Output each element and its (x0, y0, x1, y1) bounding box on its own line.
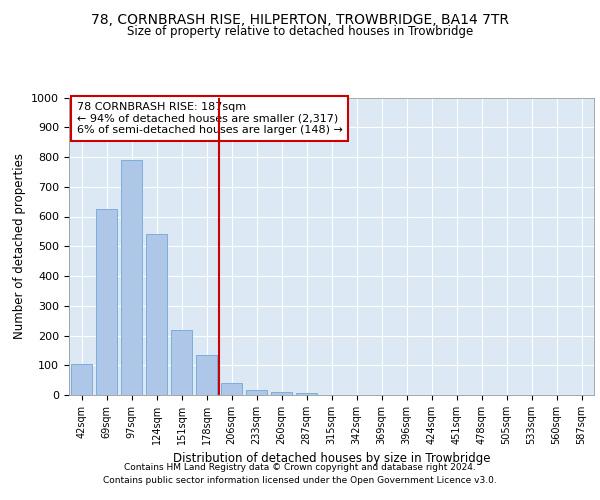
Bar (121, 160, 142, 395)
X-axis label: Distribution of detached houses by size in Trowbridge: Distribution of detached houses by size … (173, 452, 490, 466)
Text: 78 CORNBRASH RISE: 187sqm
← 94% of detached houses are smaller (2,317)
6% of sem: 78 CORNBRASH RISE: 187sqm ← 94% of detac… (77, 102, 343, 135)
Bar (146, 234, 167, 395)
Bar (171, 330, 192, 395)
Text: 78, CORNBRASH RISE, HILPERTON, TROWBRIDGE, BA14 7TR: 78, CORNBRASH RISE, HILPERTON, TROWBRIDG… (91, 12, 509, 26)
Bar (196, 355, 217, 395)
Text: Size of property relative to detached houses in Trowbridge: Size of property relative to detached ho… (127, 25, 473, 38)
Text: Contains HM Land Registry data © Crown copyright and database right 2024.: Contains HM Land Registry data © Crown c… (124, 462, 476, 471)
Y-axis label: Number of detached properties: Number of detached properties (13, 153, 26, 340)
Text: Contains public sector information licensed under the Open Government Licence v3: Contains public sector information licen… (103, 476, 497, 485)
Bar (96, 209, 117, 395)
Bar (221, 382, 242, 395)
Bar (271, 392, 292, 395)
Bar (246, 390, 267, 395)
Bar (296, 392, 317, 395)
Bar (71, 364, 92, 395)
